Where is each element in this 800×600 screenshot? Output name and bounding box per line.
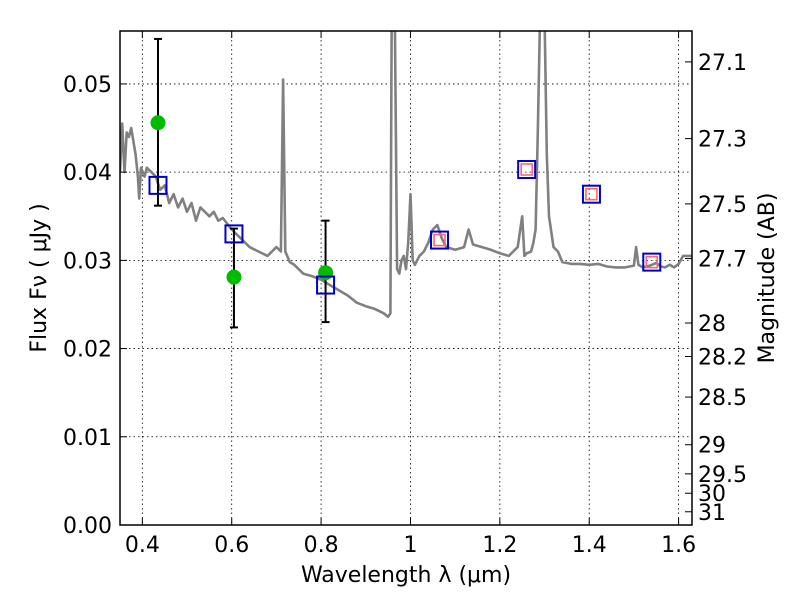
x-tick-label: 1.4 (572, 533, 607, 558)
y-tick-label: 0.05 (63, 73, 112, 98)
x-tick-label: 0.8 (304, 533, 339, 558)
model-square-blue (581, 184, 601, 204)
model-square-red (645, 255, 659, 269)
right-tick-label: 27.5 (698, 193, 747, 218)
y-tick-label: 0.01 (63, 426, 112, 451)
right-tick-label: 28.2 (698, 346, 747, 371)
y-tick-label: 0.00 (63, 514, 112, 539)
right-tick-label: 27.1 (698, 51, 747, 76)
model-square-blue (642, 252, 662, 272)
x-tick-label: 1.6 (661, 533, 696, 558)
observed-flux-point (226, 269, 242, 285)
x-tick-label: 0.6 (214, 533, 249, 558)
spectrum-line (120, 31, 692, 319)
plot-frame (119, 30, 693, 526)
right-tick-label: 29 (698, 434, 726, 459)
right-tick-label: 28 (698, 312, 726, 337)
model-square-blue (148, 175, 168, 195)
x-axis-title: Wavelength λ (μm) (301, 563, 511, 588)
right-tick-label: 27.3 (698, 128, 747, 153)
observed-flux-point (150, 115, 166, 131)
ticks (120, 31, 692, 526)
observed-flux-point (318, 265, 334, 281)
y-tick-label: 0.02 (63, 338, 112, 363)
right-tick-label: 28.5 (698, 386, 747, 411)
model-square-blue (430, 230, 450, 250)
right-tick-label: 31 (698, 501, 726, 526)
right-tick-label: 27.7 (698, 248, 747, 273)
tick-labels: 0.4 0.6 0.8 1 1.2 1.4 1.6 0.00 0.01 0.02 0.03 0.04 0… (63, 51, 747, 558)
right-axis-title: Magnitude (AB) (755, 193, 780, 364)
model-square-red (585, 187, 598, 201)
model-square-red (520, 163, 533, 176)
y-tick-label: 0.03 (63, 249, 112, 274)
y-tick-label: 0.04 (63, 161, 112, 186)
model-square-blue (517, 159, 537, 179)
y-axis-title: Flux Fν ( μJy ) (27, 203, 52, 352)
model-square-blue (224, 224, 244, 244)
data-layer (120, 31, 692, 329)
right-tick-label: 29.5 (698, 463, 747, 488)
x-tick-label: 0.4 (125, 533, 160, 558)
right-tick-label: 30 (698, 482, 726, 507)
x-tick-label: 1 (403, 533, 417, 558)
x-tick-label: 1.2 (482, 533, 517, 558)
model-square-red (433, 233, 446, 247)
model-square-blue (316, 275, 336, 295)
grid (120, 31, 692, 526)
